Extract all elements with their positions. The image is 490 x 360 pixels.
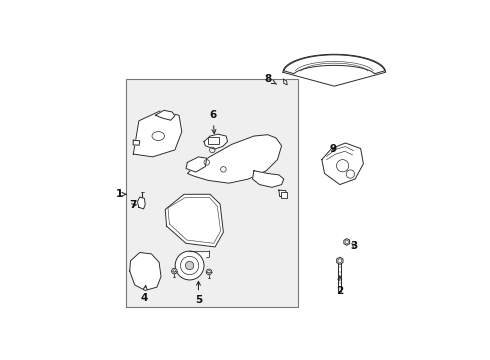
Polygon shape	[284, 79, 287, 85]
Polygon shape	[344, 239, 350, 245]
Text: 3: 3	[350, 240, 357, 251]
Polygon shape	[279, 190, 287, 197]
Text: 1: 1	[116, 189, 126, 199]
Polygon shape	[337, 257, 343, 264]
Polygon shape	[133, 140, 140, 145]
Polygon shape	[155, 110, 175, 120]
Polygon shape	[133, 111, 182, 157]
Polygon shape	[283, 54, 386, 86]
Circle shape	[172, 268, 177, 274]
Bar	[281, 192, 288, 198]
Bar	[126, 79, 298, 307]
Polygon shape	[130, 252, 161, 291]
Circle shape	[185, 261, 194, 270]
Text: 4: 4	[141, 285, 148, 303]
Polygon shape	[138, 197, 145, 209]
Circle shape	[175, 251, 204, 280]
Polygon shape	[322, 143, 364, 185]
Text: 5: 5	[195, 282, 202, 305]
Text: 9: 9	[330, 144, 337, 153]
Polygon shape	[186, 157, 207, 172]
Polygon shape	[339, 264, 341, 291]
Polygon shape	[252, 171, 284, 187]
Circle shape	[206, 269, 212, 275]
Text: 8: 8	[264, 74, 276, 84]
Polygon shape	[284, 55, 385, 74]
Text: 6: 6	[209, 110, 217, 134]
Text: 7: 7	[130, 201, 137, 210]
Polygon shape	[187, 135, 282, 183]
Polygon shape	[190, 251, 210, 258]
Bar	[208, 138, 219, 144]
Polygon shape	[165, 194, 223, 247]
Text: 2: 2	[336, 276, 343, 296]
Polygon shape	[204, 134, 227, 149]
